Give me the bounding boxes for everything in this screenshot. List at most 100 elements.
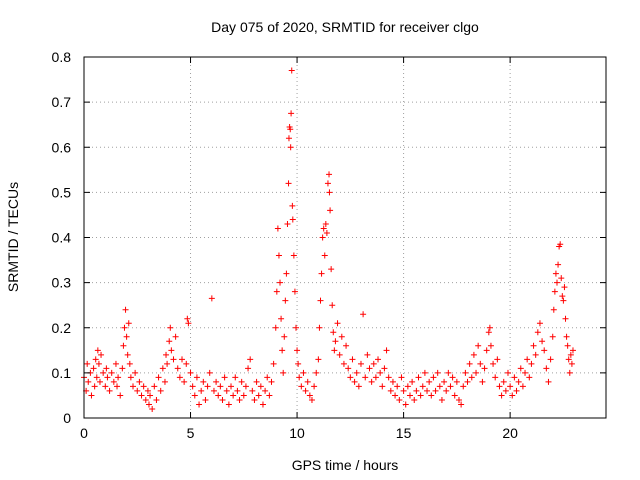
data-point — [449, 374, 456, 381]
y-tick-label: 0.6 — [52, 139, 72, 155]
data-point — [184, 315, 191, 322]
data-point — [466, 360, 473, 367]
data-point — [311, 383, 318, 390]
axis-ticks: 0 5 10 15 20 0 0.1 0.2 0.3 0.4 0.5 0.6 0.7 0.8 — [52, 49, 606, 441]
data-point — [509, 392, 516, 399]
data-point — [490, 360, 497, 367]
data-point — [196, 401, 203, 408]
data-point — [438, 396, 445, 403]
data-point — [183, 360, 190, 367]
data-point — [568, 360, 575, 367]
data-point — [368, 378, 375, 385]
data-point — [567, 351, 574, 358]
data-point — [541, 347, 548, 354]
data-point — [323, 229, 330, 236]
y-tick-label: 0.5 — [52, 184, 72, 200]
x-tick-label: 15 — [396, 425, 412, 441]
data-point — [268, 378, 275, 385]
data-point — [336, 351, 343, 358]
chart-title: Day 075 of 2020, SRMTID for receiver clg… — [211, 19, 479, 35]
data-point — [494, 356, 501, 363]
data-point — [179, 356, 186, 363]
y-tick-label: 0.2 — [52, 320, 72, 336]
data-point — [284, 220, 291, 227]
data-point — [223, 387, 230, 394]
data-point — [288, 67, 295, 74]
data-point — [149, 405, 156, 412]
data-point — [245, 365, 252, 372]
data-point — [551, 288, 558, 295]
data-point — [296, 374, 303, 381]
data-point — [151, 383, 158, 390]
data-point — [170, 356, 177, 363]
data-point — [360, 311, 367, 318]
data-point — [288, 110, 295, 117]
data-point — [126, 360, 133, 367]
data-point — [375, 356, 382, 363]
data-point — [347, 374, 354, 381]
data-point — [328, 266, 335, 273]
data-point — [187, 369, 194, 376]
y-tick-label: 0.8 — [52, 49, 72, 65]
data-point — [332, 338, 339, 345]
data-point — [428, 392, 435, 399]
data-point — [549, 333, 556, 340]
data-point — [324, 180, 331, 187]
data-point — [273, 288, 280, 295]
data-point — [236, 396, 243, 403]
data-point — [306, 392, 313, 399]
data-point — [340, 360, 347, 367]
data-point — [462, 369, 469, 376]
data-point — [251, 396, 258, 403]
data-point — [257, 383, 264, 390]
data-point — [93, 374, 100, 381]
data-point — [123, 333, 130, 340]
data-point — [102, 383, 109, 390]
data-point — [322, 220, 329, 227]
data-point — [202, 396, 209, 403]
data-point — [140, 383, 147, 390]
data-point — [351, 378, 358, 385]
data-point — [550, 306, 557, 313]
grid-lines — [84, 57, 606, 418]
data-point — [424, 387, 431, 394]
data-point — [289, 202, 296, 209]
data-point — [302, 387, 309, 394]
data-point — [530, 342, 537, 349]
data-point — [264, 374, 271, 381]
data-point — [279, 347, 286, 354]
data-point — [287, 126, 294, 133]
data-point — [230, 392, 237, 399]
x-axis-label: GPS time / hours — [292, 457, 399, 473]
data-point — [130, 383, 137, 390]
data-point — [193, 374, 200, 381]
data-point — [225, 401, 232, 408]
data-point — [164, 360, 171, 367]
data-point — [91, 383, 98, 390]
data-point — [343, 342, 350, 349]
data-point — [366, 365, 373, 372]
data-point — [253, 378, 260, 385]
y-tick-label: 0.1 — [52, 365, 72, 381]
data-point — [155, 374, 162, 381]
y-tick-label: 0.3 — [52, 275, 72, 291]
data-point — [349, 356, 356, 363]
data-point — [419, 383, 426, 390]
data-point — [460, 383, 467, 390]
data-point — [144, 387, 151, 394]
data-point — [219, 396, 226, 403]
data-point — [238, 378, 245, 385]
data-point — [513, 387, 520, 394]
data-point — [479, 378, 486, 385]
data-point — [413, 387, 420, 394]
data-point — [259, 401, 266, 408]
data-point — [145, 401, 152, 408]
data-point — [389, 378, 396, 385]
data-point — [291, 288, 298, 295]
data-point — [379, 383, 386, 390]
data-point — [92, 356, 99, 363]
data-point — [234, 387, 241, 394]
data-point — [191, 392, 198, 399]
data-point — [298, 383, 305, 390]
data-point — [409, 378, 416, 385]
